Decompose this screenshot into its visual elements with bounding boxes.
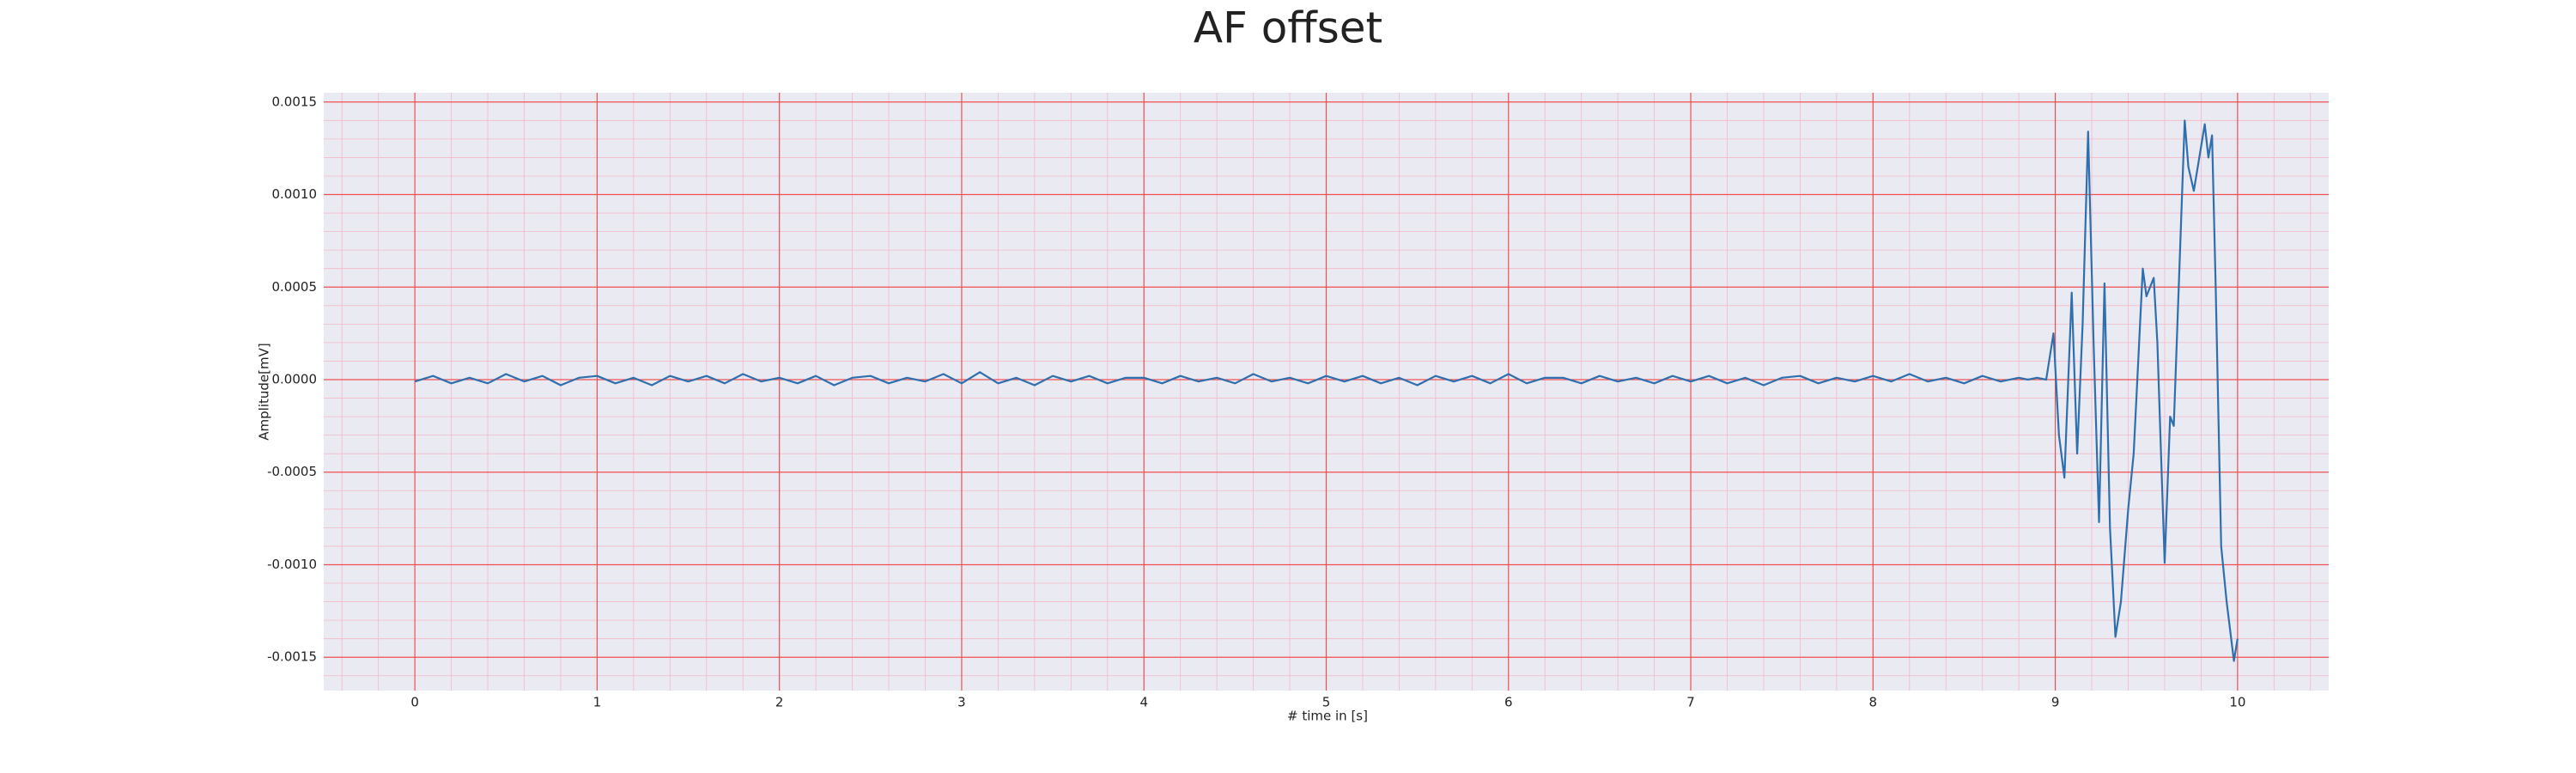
x-tick-label: 7 [1686,695,1695,710]
x-tick-label: 10 [2229,695,2245,710]
y-tick-label: 0.0010 [272,186,318,202]
y-tick-label: -0.0010 [267,557,317,572]
y-tick-label: 0.0015 [272,94,318,109]
y-axis-label: Amplitude[mV] [257,343,272,440]
x-tick-label: 9 [2051,695,2060,710]
data-line [414,119,2239,662]
x-axis-label: # time in [s] [1287,709,1368,724]
y-tick-label: -0.0015 [267,649,317,665]
x-tick-label: 8 [1869,695,1878,710]
y-tick-label: 0.0000 [272,371,318,386]
x-tick-label: 5 [1322,695,1331,710]
x-tick-label: 3 [957,695,966,710]
x-tick-label: 4 [1139,695,1148,710]
chart-title: AF offset [1194,3,1382,53]
y-tick-label: -0.0005 [267,464,317,479]
x-tick-label: 6 [1504,695,1513,710]
x-tick-label: 2 [775,695,784,710]
x-tick-label: 1 [593,695,602,710]
x-tick-label: 0 [410,695,419,710]
y-tick-label: 0.0005 [272,279,318,295]
